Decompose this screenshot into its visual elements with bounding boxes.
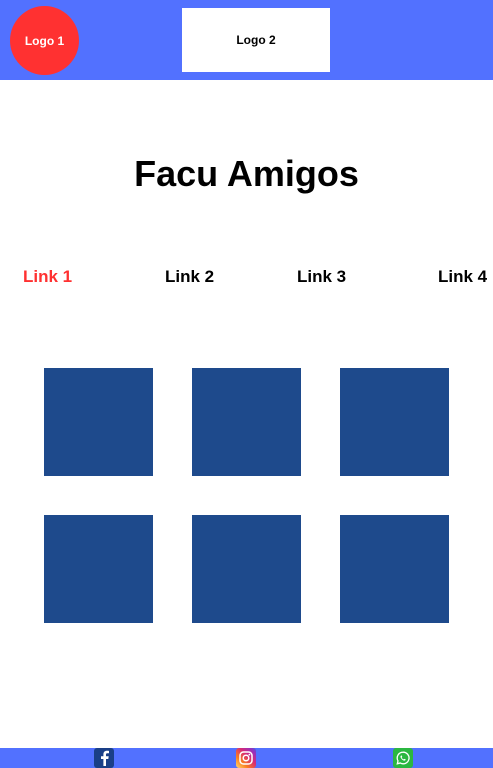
instagram-glyph — [239, 751, 253, 765]
nav-link-1[interactable]: Link 1 — [23, 267, 73, 286]
logo-2-label: Logo 2 — [236, 33, 276, 47]
grid-tile[interactable] — [44, 515, 153, 623]
grid-tile[interactable] — [44, 368, 153, 476]
nav-link-3[interactable]: Link 3 — [297, 267, 347, 286]
nav-link-2[interactable]: Link 2 — [165, 267, 215, 286]
instagram-icon[interactable] — [236, 748, 256, 768]
nav-link-4[interactable]: Link 4 — [438, 267, 488, 286]
logo-2[interactable]: Logo 2 — [182, 8, 330, 72]
facebook-icon[interactable] — [94, 748, 114, 768]
grid-tile[interactable] — [340, 515, 449, 623]
footer — [0, 748, 493, 768]
whatsapp-icon[interactable] — [393, 748, 413, 768]
whatsapp-glyph — [396, 751, 410, 765]
facebook-glyph — [101, 750, 109, 766]
logo-1-label: Logo 1 — [24, 33, 65, 48]
grid-tile[interactable] — [192, 515, 301, 623]
grid-tile[interactable] — [192, 368, 301, 476]
header: Logo 1 Logo 2 — [0, 0, 493, 80]
grid-tile[interactable] — [340, 368, 449, 476]
page-title: Facu Amigos — [134, 153, 359, 194]
logo-1[interactable]: Logo 1 — [10, 6, 79, 75]
